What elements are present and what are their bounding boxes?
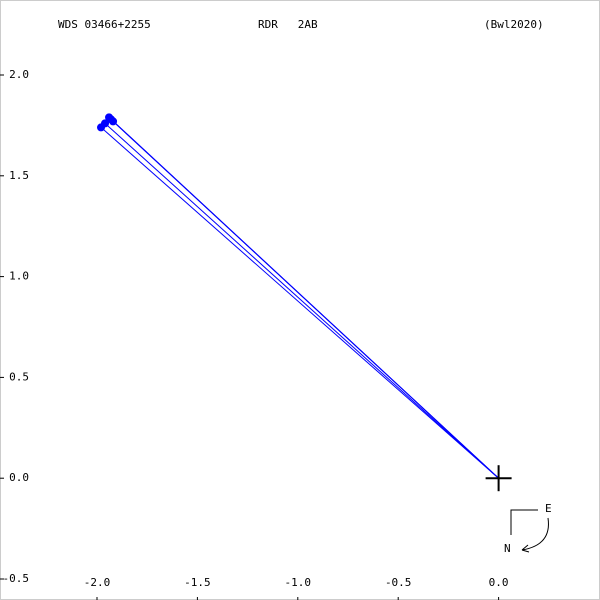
y-tick-label: 2.0	[9, 68, 29, 81]
compass-north: N	[504, 542, 511, 555]
residual-line	[112, 121, 499, 479]
compass-arrow	[521, 517, 549, 553]
residual-line	[100, 127, 499, 479]
observation	[101, 119, 110, 128]
chart-title: WDS 03466+2255	[58, 18, 151, 31]
residual-line	[104, 123, 499, 479]
y-tick-label: 1.5	[9, 169, 29, 182]
x-tick-label: 0.0	[489, 576, 509, 589]
x-tick-label: -0.5	[385, 576, 412, 589]
x-tick-label: -2.0	[84, 576, 111, 589]
y-tick-label: 0.0	[9, 471, 29, 484]
x-tick-label: -1.0	[285, 576, 312, 589]
chart-subtitle: RDR 2AB	[258, 18, 318, 31]
compass-east: E	[545, 502, 552, 515]
observation	[109, 117, 118, 126]
x-tick-label: -1.5	[184, 576, 211, 589]
y-tick-label: -0.5	[3, 572, 30, 585]
compass	[510, 509, 538, 535]
y-tick-label: 1.0	[9, 270, 29, 283]
y-tick-label: 0.5	[9, 370, 29, 383]
reference: (Bwl2020)	[484, 18, 544, 31]
